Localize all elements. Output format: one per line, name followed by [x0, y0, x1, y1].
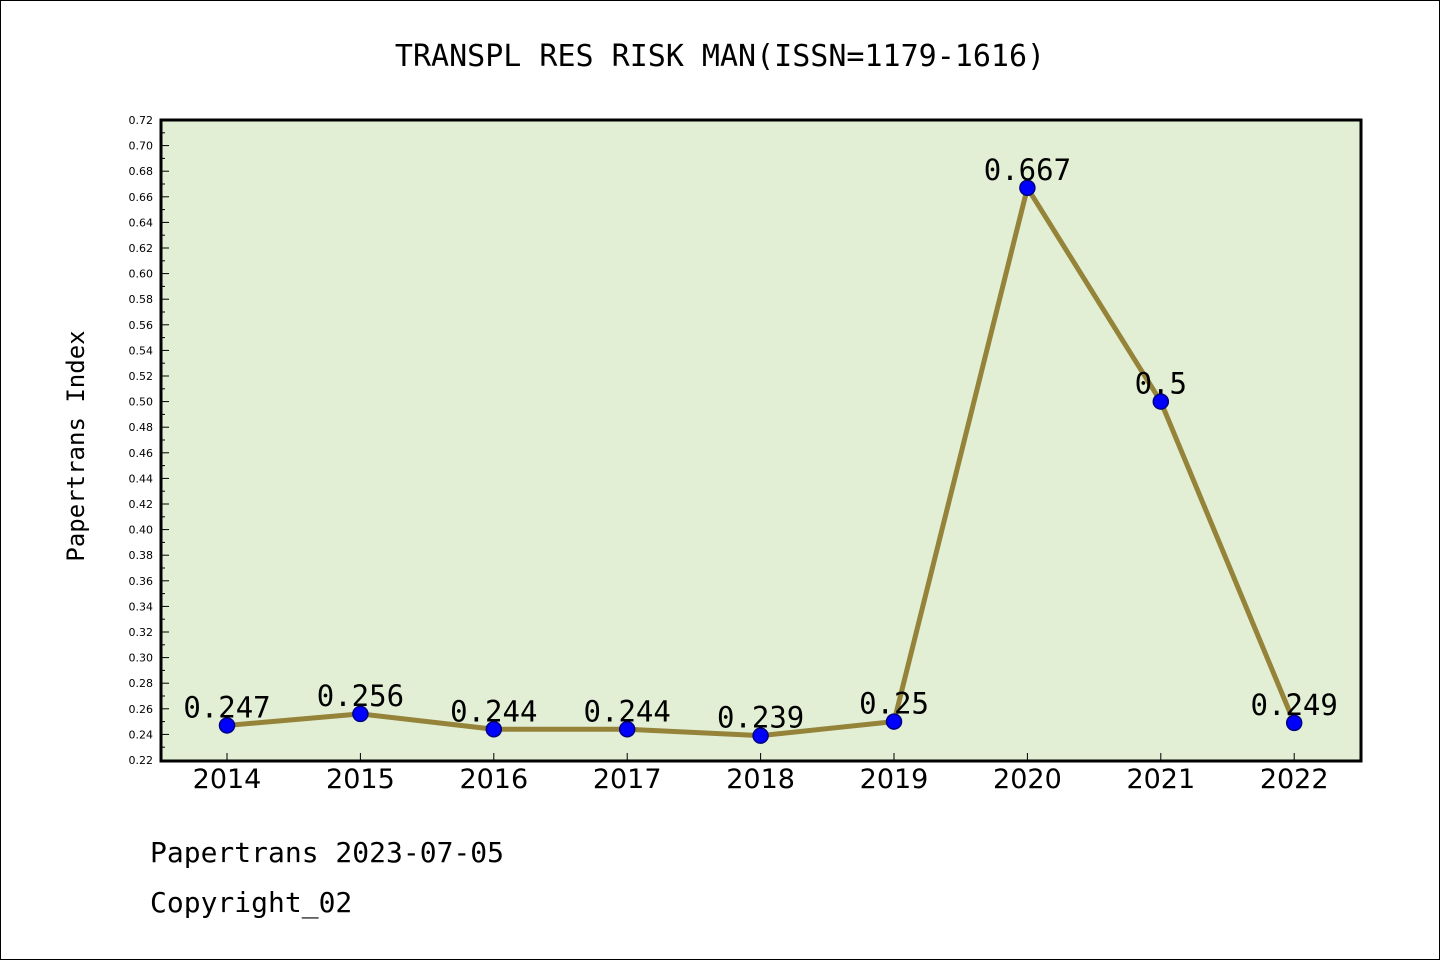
- data-label: 0.244: [450, 694, 537, 728]
- y-tick-label: 0.52: [129, 370, 154, 383]
- y-tick-label: 0.32: [129, 626, 154, 639]
- y-tick-label: 0.60: [129, 268, 154, 281]
- data-point: [485, 721, 503, 738]
- data-point: [1285, 714, 1303, 732]
- y-tick-label: 0.64: [129, 216, 154, 229]
- y-tick-label: 0.28: [129, 677, 154, 690]
- data-point: [352, 705, 369, 723]
- y-tick-label: 0.54: [129, 344, 154, 357]
- data-point: [218, 717, 236, 734]
- data-label: 0.239: [717, 701, 804, 735]
- data-point: [1019, 179, 1036, 197]
- data-label: 0.256: [317, 679, 404, 713]
- data-label: 0.249: [1251, 688, 1338, 722]
- y-axis-ticks: 0.22 0.24 0.26 0.28 0.30 0.32 0.34 0.36 0.38 0.40…: [129, 114, 169, 767]
- x-tick-label: 2020: [993, 764, 1062, 795]
- data-labels: 0.247 0.256 0.244 0.244 0.239 0.25 0.667 0.5 0.2…: [183, 153, 1338, 735]
- x-tick-label: 2018: [726, 764, 795, 795]
- data-label: 0.5: [1135, 367, 1187, 401]
- y-tick-label: 0.46: [129, 447, 154, 460]
- y-tick-label: 0.40: [129, 524, 154, 537]
- y-tick-label: 0.26: [129, 703, 154, 716]
- x-tick-label: 2021: [1126, 764, 1195, 795]
- data-label: 0.247: [183, 690, 270, 724]
- data-point: [885, 713, 903, 730]
- y-tick-label: 0.24: [129, 728, 154, 741]
- y-tick-label: 0.72: [129, 114, 154, 127]
- y-tick-label: 0.66: [129, 191, 154, 204]
- plot-area: [161, 120, 1361, 761]
- plot-border: [159, 118, 1363, 763]
- x-tick-label: 2017: [593, 764, 662, 795]
- y-tick-label: 0.68: [129, 165, 154, 178]
- chart-title: TRANSPL RES RISK MAN(ISSN=1179-1616): [395, 39, 1045, 74]
- data-point: [752, 727, 769, 744]
- y-tick-label: 0.42: [129, 498, 154, 511]
- data-label: 0.667: [984, 153, 1071, 187]
- y-axis-label: Papertrans Index: [62, 330, 90, 561]
- y-tick-label: 0.56: [129, 319, 154, 332]
- y-tick-label: 0.50: [129, 396, 154, 409]
- footer-copyright: Copyright_02: [150, 886, 353, 919]
- data-label: 0.244: [584, 694, 671, 728]
- x-tick-label: 2022: [1260, 764, 1329, 795]
- x-axis-ticks: 2014 2015 2016 2017 2018 2019 2020 2021 2022: [193, 753, 1329, 795]
- y-tick-label: 0.38: [129, 549, 154, 562]
- data-markers: [218, 179, 1303, 744]
- y-tick-label: 0.30: [129, 652, 154, 665]
- y-tick-label: 0.70: [129, 140, 154, 153]
- data-point: [618, 721, 636, 738]
- y-tick-label: 0.58: [129, 293, 154, 306]
- x-tick-label: 2014: [193, 764, 262, 795]
- y-tick-label: 0.48: [129, 421, 154, 434]
- data-label: 0.25: [859, 687, 929, 721]
- x-tick-label: 2015: [326, 764, 395, 795]
- y-tick-label: 0.22: [129, 754, 154, 767]
- y-tick-label: 0.62: [129, 242, 154, 255]
- data-point: [1152, 393, 1170, 410]
- y-tick-label: 0.34: [129, 600, 154, 613]
- y-tick-label: 0.44: [129, 472, 154, 485]
- y-tick-label: 0.36: [129, 575, 154, 588]
- footer-date: Papertrans 2023-07-05: [150, 836, 505, 869]
- x-tick-label: 2016: [459, 764, 528, 795]
- x-tick-label: 2019: [860, 764, 929, 795]
